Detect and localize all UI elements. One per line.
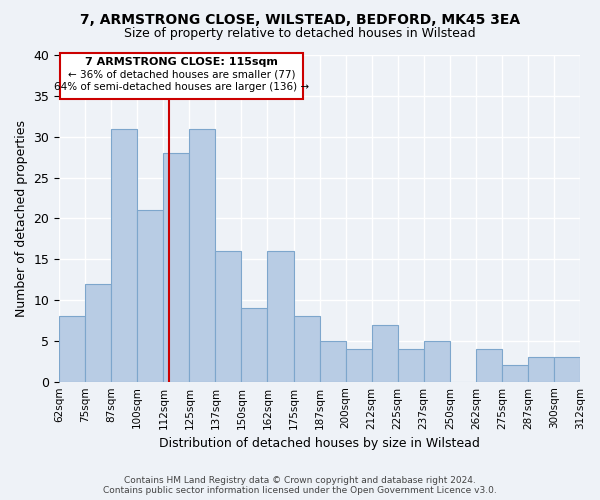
Bar: [163, 153, 190, 382]
Text: ← 36% of detached houses are smaller (77): ← 36% of detached houses are smaller (77…: [68, 70, 295, 80]
Bar: [190, 128, 215, 382]
Bar: [398, 349, 424, 382]
Text: 7, ARMSTRONG CLOSE, WILSTEAD, BEDFORD, MK45 3EA: 7, ARMSTRONG CLOSE, WILSTEAD, BEDFORD, M…: [80, 12, 520, 26]
Bar: [85, 284, 111, 382]
Bar: [111, 128, 137, 382]
Bar: [320, 341, 346, 382]
Text: 7 ARMSTRONG CLOSE: 115sqm: 7 ARMSTRONG CLOSE: 115sqm: [85, 58, 278, 68]
Bar: [293, 316, 320, 382]
FancyBboxPatch shape: [61, 54, 302, 99]
Bar: [137, 210, 163, 382]
Y-axis label: Number of detached properties: Number of detached properties: [15, 120, 28, 317]
Bar: [371, 324, 398, 382]
Bar: [424, 341, 450, 382]
Text: Size of property relative to detached houses in Wilstead: Size of property relative to detached ho…: [124, 28, 476, 40]
Bar: [215, 251, 241, 382]
Bar: [241, 308, 268, 382]
Bar: [554, 357, 580, 382]
Bar: [502, 366, 528, 382]
Bar: [528, 357, 554, 382]
Text: Contains HM Land Registry data © Crown copyright and database right 2024.
Contai: Contains HM Land Registry data © Crown c…: [103, 476, 497, 495]
Bar: [59, 316, 85, 382]
Text: 64% of semi-detached houses are larger (136) →: 64% of semi-detached houses are larger (…: [54, 82, 309, 92]
Bar: [346, 349, 371, 382]
Bar: [268, 251, 293, 382]
Bar: [476, 349, 502, 382]
X-axis label: Distribution of detached houses by size in Wilstead: Distribution of detached houses by size …: [159, 437, 480, 450]
